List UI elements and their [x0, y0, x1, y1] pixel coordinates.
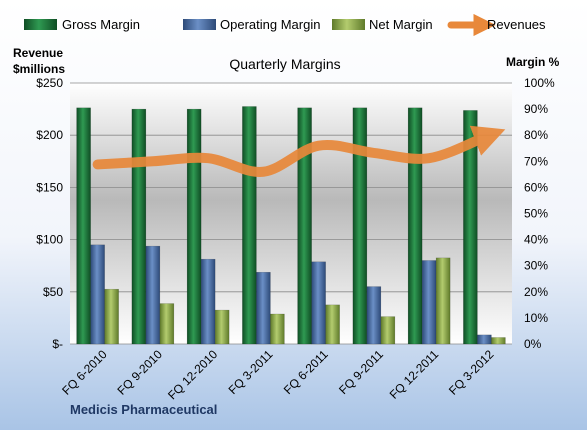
gross-margin-bar	[76, 107, 91, 345]
right-tick-label: 60%	[524, 180, 548, 194]
gross-margin-bar	[352, 107, 368, 345]
legend-swatch-net-margin	[332, 19, 365, 30]
legend-swatch-gross-margin	[24, 19, 57, 30]
operating-margin-bar	[145, 245, 161, 345]
net-margin-bar	[491, 337, 506, 345]
left-axis-ticks: $- $50 $100 $150 $200 $250	[36, 76, 63, 351]
operating-margin-bar	[200, 258, 216, 345]
operating-margin-bar	[477, 334, 492, 345]
right-tick-label: 90%	[524, 102, 548, 116]
gross-margin-bar	[242, 106, 257, 345]
net-margin-bar	[270, 313, 285, 345]
left-tick-label: $150	[36, 180, 63, 194]
net-margin-bar	[104, 288, 119, 345]
company-name: Medicis Pharmaceutical	[70, 402, 217, 417]
revenue-line	[92, 125, 506, 177]
left-tick-label: $250	[36, 76, 63, 90]
right-tick-label: 10%	[524, 311, 548, 325]
operating-margin-bar	[421, 260, 437, 345]
gross-margin-bar	[186, 108, 202, 345]
gross-margin-bar	[407, 107, 423, 345]
legend-label-net-margin: Net Margin	[369, 17, 433, 32]
right-tick-label: 40%	[524, 233, 548, 247]
right-tick-label: 100%	[524, 76, 555, 90]
right-tick-label: 20%	[524, 285, 548, 299]
left-tick-label: $-	[52, 337, 63, 351]
legend-label-revenues: Revenues	[487, 17, 546, 32]
operating-margin-bar	[90, 244, 105, 345]
left-axis-title-line1: Revenue	[13, 46, 63, 60]
left-tick-label: $50	[43, 285, 63, 299]
right-axis-title: Margin %	[506, 55, 560, 69]
net-margin-bar	[159, 303, 175, 345]
net-margin-bar	[214, 309, 230, 345]
legend-swatch-operating-margin	[183, 19, 216, 30]
gross-margin-bar	[297, 107, 312, 345]
right-tick-label: 80%	[524, 128, 548, 142]
operating-margin-bar	[311, 261, 326, 345]
right-axis-ticks: 0% 10% 20% 30% 40% 50% 60% 70% 80% 90% 100%	[524, 76, 555, 351]
legend-label-gross-margin: Gross Margin	[62, 17, 140, 32]
gross-margin-bar	[463, 110, 478, 345]
net-margin-bar	[325, 304, 340, 345]
right-tick-label: 0%	[524, 337, 542, 351]
right-tick-label: 30%	[524, 259, 548, 273]
legend-label-operating-margin: Operating Margin	[220, 17, 320, 32]
left-tick-label: $200	[36, 128, 63, 142]
right-tick-label: 50%	[524, 207, 548, 221]
gross-margin-bar	[131, 108, 147, 345]
right-tick-label: 70%	[524, 154, 548, 168]
net-margin-bar	[435, 257, 451, 345]
chart-title: Quarterly Margins	[229, 56, 340, 72]
left-axis-title-line2: $millions	[13, 62, 65, 76]
revenues-line	[92, 125, 506, 177]
operating-margin-bar	[256, 271, 271, 345]
operating-margin-bar	[366, 286, 382, 345]
legend: Gross Margin Operating Margin Net Margin…	[24, 13, 546, 37]
left-tick-label: $100	[36, 233, 63, 247]
net-margin-bar	[380, 316, 396, 345]
